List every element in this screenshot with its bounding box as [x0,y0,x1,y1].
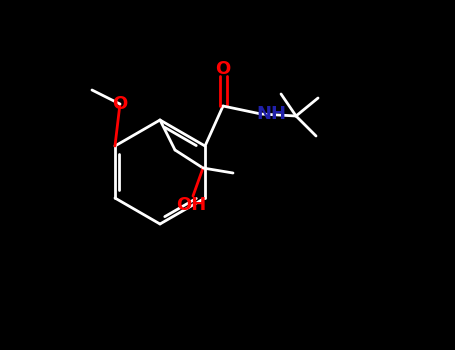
Text: O: O [215,60,231,78]
Text: NH: NH [256,105,286,123]
Text: OH: OH [176,196,206,214]
Text: O: O [112,95,127,113]
